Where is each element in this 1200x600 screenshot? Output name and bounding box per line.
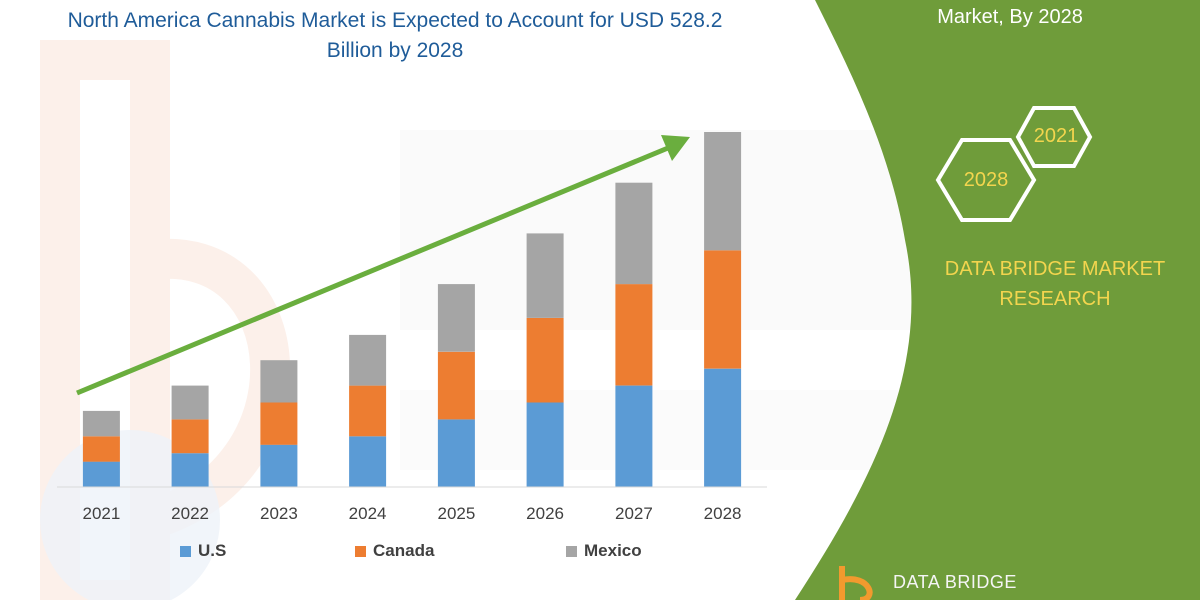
legend-item-us: U.S: [180, 540, 226, 562]
hex-label-2021: 2021: [1033, 125, 1079, 147]
legend-swatch-canada: [355, 545, 366, 557]
bar-mexico-2022: [171, 385, 209, 420]
bar-us-2021: [82, 461, 120, 487]
legend-swatch-us: [180, 545, 191, 557]
bar-canada-2024: [349, 385, 387, 437]
legend-item-canada: Canada: [355, 540, 434, 562]
bar-us-2024: [349, 436, 387, 487]
bar-canada-2025: [437, 351, 475, 420]
x-tick-label: 2024: [349, 504, 387, 523]
x-tick-label: 2027: [615, 504, 653, 523]
bar-us-2028: [704, 368, 742, 487]
x-tick-label: 2026: [526, 504, 564, 523]
bar-us-2026: [526, 402, 564, 487]
hexagon-icon: [935, 138, 1037, 222]
green-side-panel: [795, 0, 1200, 600]
hex-label-2028: 2028: [963, 169, 1009, 191]
bar-us-2027: [615, 385, 653, 487]
bar-mexico-2024: [349, 334, 387, 386]
x-tick-label: 2028: [704, 504, 742, 523]
trend-arrow-head: [661, 135, 690, 161]
bar-mexico-2027: [615, 182, 653, 285]
brand-text: DATA BRIDGE MARKET RESEARCH: [944, 258, 1166, 310]
footer-logo-icon: [839, 566, 873, 600]
x-tick-label: 2021: [82, 504, 120, 523]
legend-label-mexico: Mexico: [584, 541, 642, 560]
legend-label-us: U.S: [198, 541, 227, 560]
bar-canada-2027: [615, 284, 653, 386]
chart-title: North America Cannabis Market is Expecte…: [67, 9, 723, 62]
x-tick-label: 2023: [260, 504, 298, 523]
x-tick-label: 2025: [437, 504, 475, 523]
bar-us-2022: [171, 453, 209, 487]
legend-swatch-mexico: [566, 545, 577, 557]
bar-canada-2021: [82, 436, 120, 462]
bar-canada-2022: [171, 419, 209, 454]
trend-arrow-line: [76, 145, 669, 396]
bar-mexico-2023: [260, 360, 298, 403]
bar-canada-2023: [260, 402, 298, 445]
bar-mexico-2026: [526, 233, 564, 318]
footer-logo-text: DATA BRIDGE: [893, 572, 1017, 592]
bar-canada-2028: [704, 250, 742, 369]
side-heading: Market, By 2028: [937, 6, 1083, 28]
legend-label-canada: Canada: [373, 541, 435, 560]
legend-item-mexico: Mexico: [566, 540, 642, 562]
bars-group: [82, 132, 742, 487]
bar-us-2025: [437, 419, 475, 487]
bar-mexico-2021: [82, 410, 120, 437]
bar-mexico-2028: [704, 132, 742, 251]
x-tick-label: 2022: [171, 504, 209, 523]
x-tick-labels: 2021 2022 2023 2024 2025 2026 2027 2028: [82, 504, 741, 523]
hexagon-icon: [1015, 106, 1093, 168]
bar-us-2023: [260, 444, 298, 487]
bar-mexico-2025: [437, 284, 475, 352]
bar-canada-2026: [526, 318, 564, 403]
